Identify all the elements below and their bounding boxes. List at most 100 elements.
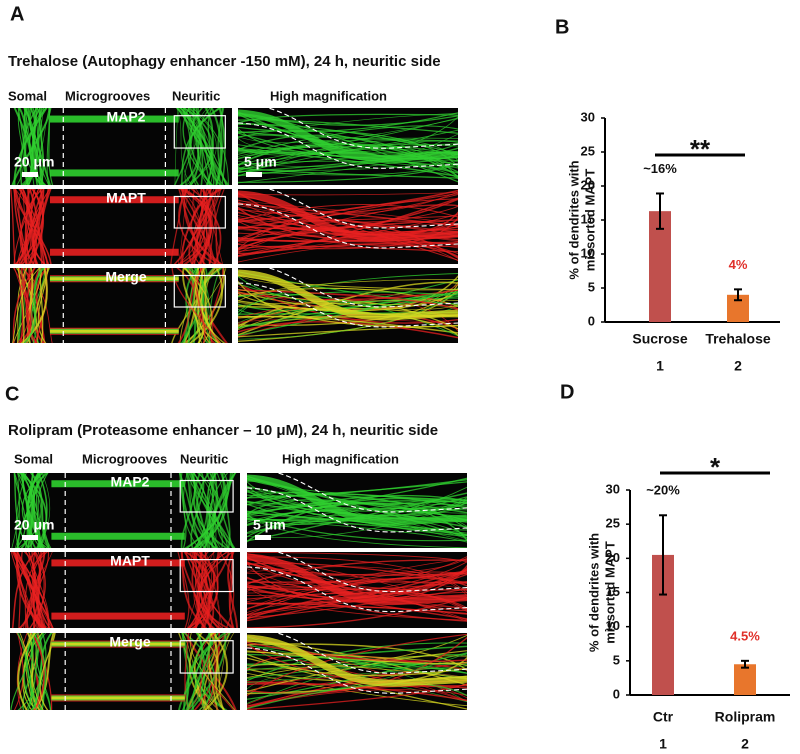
fiber xyxy=(202,189,210,264)
category-number: 2 xyxy=(734,358,742,374)
error-bar xyxy=(656,192,664,230)
fiber xyxy=(208,189,225,264)
error-bar xyxy=(659,514,667,596)
fiber xyxy=(29,473,51,548)
fiber xyxy=(190,189,213,264)
error-bar xyxy=(734,288,742,302)
channel-label: Merge xyxy=(105,269,146,285)
fiber xyxy=(179,189,207,264)
value-label: 4.5% xyxy=(730,628,760,643)
zoom-box xyxy=(179,640,234,674)
fiber xyxy=(247,504,467,540)
fiber xyxy=(184,268,225,343)
fiber xyxy=(30,189,51,264)
x-tick-label: Sucrose xyxy=(632,331,687,347)
fiber xyxy=(186,633,212,710)
scale-bar-label: 5 μm xyxy=(244,154,277,170)
fiber xyxy=(36,108,43,185)
microgroove-band xyxy=(51,480,185,488)
scale-bar-label: 20 μm xyxy=(14,154,54,170)
fiber xyxy=(32,552,41,628)
fiber xyxy=(247,490,467,517)
fiber xyxy=(214,552,223,628)
y-tick-label: 30 xyxy=(581,109,595,124)
fiber xyxy=(29,552,46,628)
fiber xyxy=(238,113,458,124)
bar xyxy=(649,211,671,322)
micrograph xyxy=(10,189,232,264)
scale-bar xyxy=(246,172,262,177)
fiber xyxy=(179,108,227,185)
fiber xyxy=(171,268,221,343)
y-tick-label: 30 xyxy=(606,481,620,496)
fiber xyxy=(12,268,41,343)
fiber xyxy=(238,117,458,149)
fiber xyxy=(183,552,215,628)
fiber xyxy=(193,268,221,343)
fiber xyxy=(36,473,44,548)
fiber xyxy=(171,268,204,343)
fiber xyxy=(247,585,467,621)
scale-bar xyxy=(22,535,38,540)
channel-label: MAPT xyxy=(106,190,146,206)
axon-bundle xyxy=(238,190,458,242)
axon-bundle xyxy=(238,269,458,321)
fiber xyxy=(247,653,467,674)
value-label: ~20% xyxy=(646,483,680,498)
dendrite-outline xyxy=(275,552,467,593)
dendrite-outline xyxy=(238,122,458,169)
fiber xyxy=(192,473,208,548)
fiber xyxy=(247,664,467,679)
y-tick-label: 20 xyxy=(581,177,595,192)
fiber xyxy=(247,683,467,710)
column-header: Neuritic xyxy=(172,88,220,103)
fiber xyxy=(238,216,458,250)
fiber xyxy=(238,225,458,249)
dendrite-outline xyxy=(266,189,458,229)
fiber xyxy=(247,552,467,563)
fiber xyxy=(238,292,458,340)
fiber xyxy=(238,220,458,247)
fiber xyxy=(184,108,209,185)
microgroove-band xyxy=(49,115,179,123)
fiber xyxy=(247,672,467,707)
fiber xyxy=(177,189,206,264)
microgroove-band xyxy=(51,559,185,567)
y-tick-label: 15 xyxy=(581,211,595,226)
micrograph xyxy=(10,633,240,710)
fiber xyxy=(238,123,458,155)
category-number: 1 xyxy=(656,358,664,374)
axon-bundle xyxy=(247,634,467,687)
y-tick-label: 5 xyxy=(613,652,620,667)
fiber xyxy=(26,189,52,264)
fiber xyxy=(203,633,216,710)
fiber xyxy=(189,552,224,628)
fiber xyxy=(247,562,467,576)
zoom-box xyxy=(179,479,234,513)
micrograph xyxy=(238,189,458,264)
column-header: High magnification xyxy=(270,88,387,103)
fiber xyxy=(247,666,467,671)
fiber xyxy=(11,552,37,628)
microgroove-band xyxy=(51,642,185,646)
fiber xyxy=(238,137,458,157)
fiber xyxy=(39,633,56,710)
fiber xyxy=(18,189,40,264)
fiber xyxy=(247,558,467,603)
fiber xyxy=(20,268,48,343)
dendrite-outline xyxy=(238,203,458,249)
fiber xyxy=(247,663,467,680)
zoom-box xyxy=(173,274,226,308)
fiber xyxy=(11,473,20,548)
fiber xyxy=(26,552,46,628)
fiber xyxy=(19,268,36,343)
fiber xyxy=(182,268,216,343)
bar xyxy=(727,294,749,322)
fiber xyxy=(247,633,467,697)
fiber xyxy=(247,641,467,663)
fiber xyxy=(209,268,224,343)
fiber xyxy=(25,108,41,185)
fiber xyxy=(48,108,54,185)
y-tick-label: 10 xyxy=(581,245,595,260)
fiber xyxy=(22,108,37,185)
